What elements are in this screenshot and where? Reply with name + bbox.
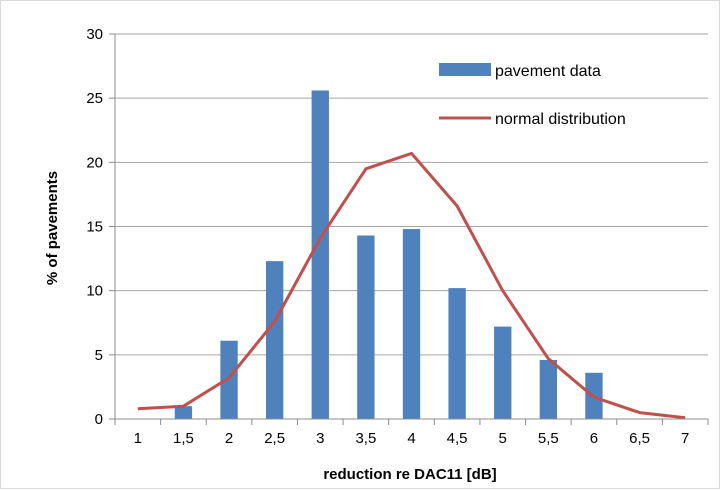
y-tick-label-15: 15 xyxy=(86,219,103,236)
y-tick-label-10: 10 xyxy=(86,283,103,300)
x-tick-label-0: 1 xyxy=(134,430,142,447)
y-tick-label-20: 20 xyxy=(86,154,103,171)
bar-6 xyxy=(402,229,421,419)
bar-5 xyxy=(357,235,375,419)
bar-2 xyxy=(220,340,238,419)
x-tick-label-2: 2 xyxy=(225,430,233,447)
bar-4 xyxy=(311,90,329,419)
y-tick-label-0: 0 xyxy=(95,411,103,428)
x-tick-labels: 1 1,5 2 2,5 3 3,5 4 4,5 5 5,5 6 6,5 7 xyxy=(134,430,690,447)
x-tick-label-5: 3,5 xyxy=(355,430,376,447)
line-series xyxy=(137,151,686,420)
y-axis-title: % of pavements xyxy=(44,171,61,285)
bar-series xyxy=(174,90,603,419)
bar-9 xyxy=(539,359,558,419)
y-tick-label-30: 30 xyxy=(86,26,103,43)
x-axis-title: reduction re DAC11 [dB] xyxy=(323,466,496,483)
legend-label-pavement-data: pavement data xyxy=(495,63,601,80)
x-tick-label-8: 5 xyxy=(499,430,507,447)
bar-8 xyxy=(494,326,512,419)
x-tick-label-6: 4 xyxy=(407,430,415,447)
bar-3 xyxy=(265,261,284,419)
y-tick-label-5: 5 xyxy=(95,347,103,364)
x-tick-label-7: 4,5 xyxy=(447,430,468,447)
x-tick-label-11: 6,5 xyxy=(629,430,650,447)
axes xyxy=(109,33,709,425)
x-tick-label-3: 2,5 xyxy=(264,430,285,447)
legend-swatch-pavement-data xyxy=(439,63,491,76)
legend: pavement data normal distribution xyxy=(439,63,626,128)
x-tick-label-1: 1,5 xyxy=(173,430,194,447)
bar-1 xyxy=(174,406,193,419)
x-tick-label-12: 7 xyxy=(681,430,689,447)
grid-lines xyxy=(115,33,708,356)
y-tick-label-25: 25 xyxy=(86,90,103,107)
series-line-normal-distribution xyxy=(137,151,686,420)
x-tick-label-9: 5,5 xyxy=(538,430,559,447)
x-tick-label-4: 3 xyxy=(316,430,324,447)
x-tick-label-10: 6 xyxy=(590,430,598,447)
y-tick-labels: 0 5 10 15 20 25 30 xyxy=(86,26,103,428)
bar-7 xyxy=(448,288,466,419)
legend-label-normal-distribution: normal distribution xyxy=(495,111,626,128)
